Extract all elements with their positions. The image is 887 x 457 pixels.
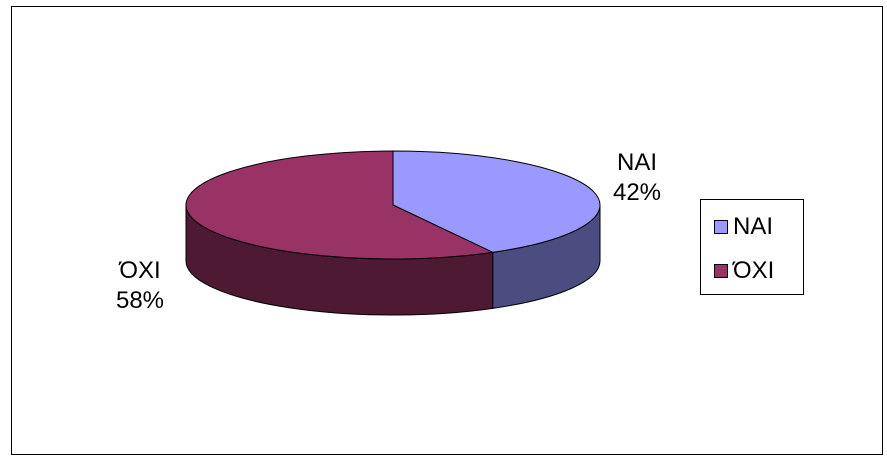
- legend-label-oxi: ΌΧΙ: [733, 257, 775, 284]
- legend-entry-nai: ΝΑΙ: [714, 212, 773, 242]
- legend-entry-oxi: ΌΧΙ: [714, 256, 774, 286]
- pie-tops: [185, 150, 601, 260]
- legend-label-nai: ΝΑΙ: [733, 213, 774, 240]
- data-label-oxi-percent: 58%: [115, 287, 165, 314]
- data-label-nai: ΝΑΙ 42%: [595, 148, 679, 208]
- legend: ΝΑΙ ΌΧΙ: [700, 199, 804, 295]
- legend-swatch-nai: [714, 220, 728, 234]
- pie-slice-nai: [392, 150, 601, 253]
- data-label-oxi: ΌΧΙ 58%: [95, 256, 185, 316]
- data-label-nai-percent: 42%: [612, 179, 662, 206]
- legend-swatch-oxi: [714, 264, 728, 278]
- pie-slice-oxi: [185, 150, 495, 260]
- data-label-oxi-category: ΌΧΙ: [119, 257, 161, 284]
- data-label-nai-category: ΝΑΙ: [616, 149, 657, 176]
